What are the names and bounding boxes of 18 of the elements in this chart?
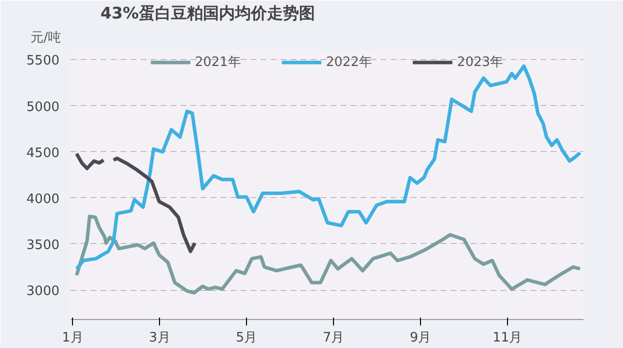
y-tick-label: 5500 bbox=[26, 54, 60, 69]
x-tick-label: 1月 bbox=[62, 330, 84, 346]
line-series bbox=[74, 214, 582, 295]
x-tick-label: 9月 bbox=[410, 330, 432, 346]
x-tick-label: 3月 bbox=[148, 330, 170, 346]
legend-label: 2022年 bbox=[326, 54, 372, 71]
y-tick-label: 4500 bbox=[26, 146, 60, 161]
y-axis-title: 元/吨 bbox=[30, 30, 61, 46]
legend-label: 2021年 bbox=[194, 54, 241, 71]
x-tick-label: 5月 bbox=[236, 330, 258, 346]
x-tick-label: 11月 bbox=[492, 330, 522, 346]
y-tick-label: 3000 bbox=[26, 284, 60, 300]
y-tick-label: 5000 bbox=[26, 100, 60, 115]
y-tick-label: 4000 bbox=[26, 192, 60, 207]
y-tick-label: 3500 bbox=[26, 238, 60, 253]
legend-label: 2023年 bbox=[457, 54, 504, 71]
chart-title: 43%蛋白豆粕国内均价走势图 bbox=[100, 4, 315, 22]
x-tick-label: 7月 bbox=[322, 330, 344, 346]
